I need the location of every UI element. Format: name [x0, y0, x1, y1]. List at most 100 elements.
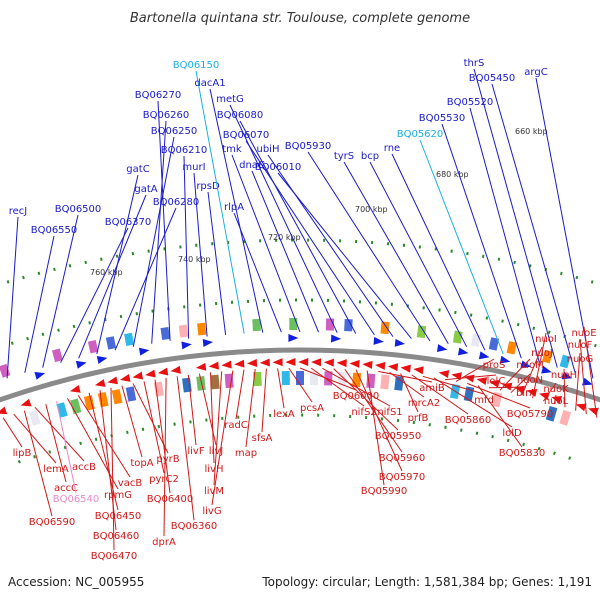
- leader-line: [267, 154, 394, 337]
- gene-label: BQ05950: [375, 431, 422, 442]
- leader-line: [277, 172, 412, 339]
- gene-label: lexA: [273, 409, 295, 420]
- leader-line: [535, 77, 594, 379]
- leader-line: [187, 374, 197, 446]
- feature-block: [178, 324, 189, 338]
- gene-label: lolC: [487, 376, 506, 387]
- leader-line: [400, 373, 419, 413]
- leader-line: [163, 377, 167, 537]
- feature-block: [352, 372, 362, 388]
- gene-label: prfB: [408, 413, 429, 424]
- gene-label: sfsA: [252, 433, 273, 444]
- forward-gene-arrow: [75, 360, 87, 369]
- gene-label: BQ06280: [153, 197, 200, 208]
- gene-label: rpmG: [104, 490, 132, 501]
- gene-label: BQ05790: [507, 409, 554, 420]
- scale-label: 720 kbp: [268, 233, 301, 242]
- gene-label: argC: [524, 67, 547, 78]
- leader-line: [42, 214, 79, 368]
- gene-label: dprA: [152, 537, 176, 548]
- leader-line: [213, 371, 223, 486]
- reverse-gene-arrow: [221, 360, 232, 369]
- gene-label: livG: [202, 506, 221, 517]
- leader-line: [488, 386, 527, 389]
- reverse-gene-arrow: [375, 361, 386, 370]
- reverse-gene-arrow: [362, 360, 373, 369]
- leader-line: [343, 161, 449, 344]
- feature-block: [105, 336, 117, 350]
- leader-line: [245, 140, 375, 336]
- gene-label: mrcA2: [408, 398, 440, 409]
- leader-line: [151, 120, 167, 344]
- feature-block: [52, 348, 63, 363]
- gene-label: recJ: [9, 206, 28, 217]
- reverse-gene-arrow: [246, 359, 258, 367]
- leader-line: [277, 368, 285, 409]
- topology-text: Topology: circular; Length: 1,581,384 bp…: [261, 575, 592, 589]
- leader-line: [13, 413, 57, 464]
- gene-label: nifS2: [351, 407, 376, 418]
- leader-line: [473, 68, 558, 368]
- leader-line: [499, 358, 531, 391]
- leader-line: [6, 216, 19, 379]
- leader-line: [299, 367, 357, 391]
- feature-block: [70, 398, 82, 415]
- gene-label: murI: [182, 162, 205, 173]
- gene-label: dacA1: [194, 78, 225, 89]
- gene-label: pcsA: [300, 403, 324, 414]
- feature-block: [559, 354, 571, 369]
- leader-line: [233, 212, 282, 333]
- leader-line: [310, 367, 365, 407]
- feature-block: [253, 371, 262, 387]
- gene-label: accB: [72, 462, 96, 473]
- leader-line: [121, 385, 143, 458]
- reverse-gene-arrow: [170, 365, 181, 374]
- feature-block: [97, 391, 109, 408]
- feature-block: [210, 374, 220, 390]
- feature-block: [296, 371, 304, 385]
- gene-label: BQ06550: [31, 225, 78, 236]
- scale-label: 680 kbp: [436, 170, 469, 179]
- leader-line: [542, 382, 557, 402]
- reverse-gene-arrow: [438, 370, 450, 379]
- leader-line: [391, 153, 486, 351]
- leader-line: [466, 382, 531, 409]
- feature-block: [545, 405, 558, 422]
- reverse-gene-arrow: [259, 358, 270, 367]
- leader-line: [583, 326, 598, 418]
- forward-gene-arrow: [181, 341, 192, 350]
- gene-label: nuoL: [544, 396, 569, 407]
- reverse-gene-arrow: [132, 371, 144, 380]
- gene-label: livF: [187, 446, 204, 457]
- gene-label: BQ06540: [53, 494, 100, 505]
- feature-block: [380, 321, 390, 335]
- feature-block: [252, 318, 261, 332]
- feature-block: [111, 389, 123, 405]
- feature-block: [380, 374, 390, 390]
- forward-gene-arrow: [288, 334, 299, 343]
- feature-block: [160, 326, 171, 341]
- forward-gene-arrow: [541, 365, 552, 374]
- reverse-gene-arrow: [311, 358, 322, 367]
- leader-line: [455, 358, 495, 382]
- leader-line: [491, 83, 576, 373]
- gene-label: map: [235, 448, 257, 459]
- forward-gene-arrow: [394, 338, 406, 347]
- leader-line: [211, 370, 234, 506]
- leader-line: [114, 207, 177, 351]
- reverse-gene-arrow: [234, 359, 245, 368]
- feature-block: [344, 319, 353, 332]
- gene-label: BQ06250: [151, 126, 198, 137]
- leader-line: [433, 377, 513, 428]
- gene-label: BQ06470: [91, 551, 138, 562]
- leader-line: [132, 136, 175, 347]
- leader-line: [78, 194, 147, 359]
- figure-title: Bartonella quintana str. Toulouse, compl…: [130, 11, 470, 26]
- gene-label: gatC: [126, 164, 149, 175]
- leader-line: [239, 120, 357, 334]
- gene-label: mfd: [474, 395, 494, 406]
- forward-gene-arrow: [96, 356, 108, 364]
- gene-label: lipB: [13, 448, 32, 459]
